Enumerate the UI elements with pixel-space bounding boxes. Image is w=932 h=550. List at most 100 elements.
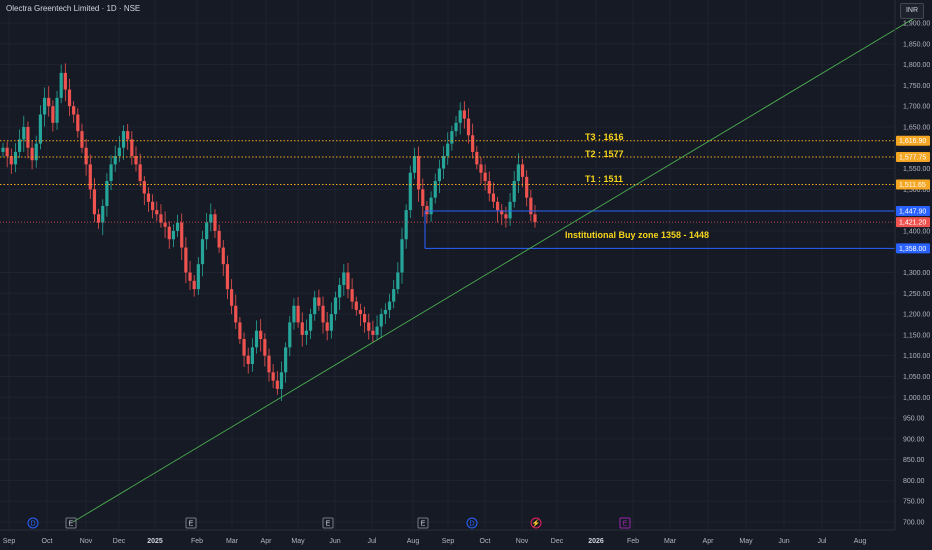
candle-body [101, 205, 105, 223]
candle-body [26, 126, 30, 148]
candle-body [392, 289, 396, 302]
candle-body [18, 139, 22, 152]
y-tick-label: 1,100.00 [903, 353, 930, 360]
x-tick-label: Sep [3, 538, 16, 545]
event-marker-text: E [69, 521, 74, 528]
candle-body [479, 164, 483, 173]
candle-body [250, 347, 254, 364]
trend-line[interactable] [72, 14, 921, 523]
y-tick-label: 1,750.00 [903, 83, 930, 90]
price-badge-T1 [896, 179, 930, 190]
chart-grid [0, 0, 895, 530]
event-marker-2[interactable] [185, 517, 197, 529]
x-axis[interactable]: Sep Oct Nov Dec 2025 Feb Mar Apr May Jun Jul Aug Sep… [3, 538, 867, 545]
candle-body [362, 314, 367, 323]
candle-body [404, 210, 408, 240]
event-marker-text: E [623, 521, 628, 528]
y-tick-label: 1,400.00 [903, 228, 930, 235]
candle-body [279, 372, 284, 389]
candle-body [500, 210, 504, 215]
buy-zone-label: Institutional Buy zone 1358 - 1448 [565, 230, 709, 240]
x-tick-label: Apr [261, 538, 273, 545]
event-marker-text: E [326, 521, 331, 528]
y-axis[interactable]: 1,900.00 1,850.00 1,800.00 1,750.00 1,700.00… [903, 21, 930, 527]
candle-body [67, 89, 72, 107]
candle-body [84, 147, 88, 165]
candle-body [325, 322, 329, 331]
candle-body [38, 114, 43, 144]
event-marker-1[interactable] [65, 517, 77, 529]
y-tick-label: 1,050.00 [903, 374, 930, 381]
candle-body [47, 97, 51, 107]
price-levels [0, 140, 895, 249]
currency-button[interactable]: INR [900, 3, 924, 19]
candle-body [117, 147, 121, 157]
candle-body [487, 181, 491, 194]
y-tick-label: 700.00 [903, 520, 925, 527]
x-tick-label: Feb [627, 538, 639, 545]
event-marker-7[interactable] [619, 517, 631, 529]
event-marker-4[interactable] [417, 517, 429, 529]
candle-body [254, 330, 259, 348]
candle-body [304, 330, 309, 335]
event-marker-5[interactable] [466, 517, 478, 529]
candle-body [346, 272, 350, 290]
event-marker-0[interactable] [27, 517, 39, 529]
candle-body [121, 131, 126, 148]
candle-body [184, 247, 188, 273]
candle-body [466, 118, 471, 136]
candle-body [321, 305, 325, 323]
current-price-badge-text: 1,421.20 [899, 220, 926, 227]
candle-body [126, 131, 130, 140]
candle-body [263, 339, 267, 356]
event-marker-6[interactable] [530, 517, 542, 529]
candle-body [80, 131, 84, 148]
x-tick-label: Jun [329, 538, 340, 545]
candle-body [367, 322, 371, 331]
candle-body [59, 72, 63, 98]
event-marker-text: D [469, 521, 474, 528]
candle-body [275, 380, 279, 389]
candle-body [76, 114, 80, 132]
y-tick-label: 1,000.00 [903, 395, 930, 402]
y-tick-label: 1,500.00 [903, 187, 930, 194]
x-tick-label: Jun [778, 538, 789, 545]
candle-body [130, 139, 134, 157]
price-badges: 1,616.90 1,577.75 1,511.65 1,447.90 1,358.00… [896, 135, 930, 254]
x-tick-label: Aug [407, 538, 420, 545]
candle-body [188, 272, 192, 281]
candle-body [246, 355, 250, 364]
candle-body [396, 272, 400, 290]
candle-body [151, 201, 155, 211]
candle-body [333, 297, 338, 315]
candle-body [358, 309, 363, 315]
y-tick-label: 1,150.00 [903, 332, 930, 339]
candle-body [454, 122, 458, 132]
candle-body [217, 230, 221, 248]
candle-body [458, 110, 462, 123]
symbol-title[interactable]: Olectra Greentech Limited · 1D · NSE [6, 4, 141, 13]
x-tick-label: May [291, 538, 305, 545]
candle-body [417, 156, 421, 190]
candle-body [88, 164, 92, 190]
candle-body [350, 289, 354, 302]
candle-body [317, 297, 321, 306]
x-tick-label: Oct [42, 538, 53, 545]
candle-body [379, 314, 383, 327]
candle-body [221, 247, 225, 265]
candle-body [296, 305, 300, 323]
candle-body [225, 264, 230, 290]
candle-body [412, 156, 417, 173]
event-marker-3[interactable] [322, 517, 334, 529]
x-tick-label: 2026 [588, 538, 604, 545]
candle-body [234, 305, 238, 323]
trend-line-group[interactable] [72, 14, 921, 523]
x-tick-label: May [739, 538, 753, 545]
candle-body [213, 214, 217, 231]
candle-body [92, 189, 97, 215]
candle-body [142, 181, 146, 194]
candle-body [475, 151, 479, 165]
price-badge-zone-top [896, 205, 930, 216]
price-badge-text: 1,358.00 [899, 246, 926, 253]
